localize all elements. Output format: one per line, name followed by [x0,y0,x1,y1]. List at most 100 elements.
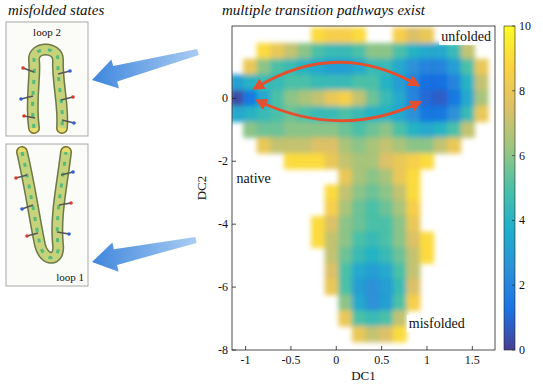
heatmap-cell [325,247,339,263]
heatmap-cell [447,59,461,75]
heatmap-cell [325,279,339,295]
heatmap-cell [420,43,434,59]
side-chain-atom [19,97,23,101]
heatmap-cell [352,185,366,201]
heatmap-cell [433,90,447,106]
inset-frame [6,144,88,286]
heatmap-cell [325,137,339,153]
x-tick-label: -1 [241,353,251,367]
heatmap-cell [365,279,379,295]
heatmap-cell [352,295,366,311]
heatmap-cell [406,232,420,248]
heatmap-cell [393,216,407,232]
heatmap-cell [393,90,407,106]
heatmap-cell [379,263,393,279]
heatmap-cell [379,122,393,138]
colorbar-tick [512,285,515,286]
heatmap-cell [393,310,407,326]
heatmap-cell [365,43,379,59]
heatmap-cell [352,216,366,232]
pathway-arrow [259,101,418,120]
heatmap-cell [379,279,393,295]
x-tick-label: 1 [424,353,430,367]
side-chain-atom [25,234,29,238]
heatmap-cell [338,122,352,138]
heatmap-cell [338,153,352,169]
colorbar [504,26,515,350]
y-tick [232,287,236,288]
heatmap-cell [325,43,339,59]
inset-title: misfolded states [8,2,104,18]
heatmap-cell [365,326,379,342]
heatmap-cell [461,74,475,90]
heatmap-cell [393,153,407,169]
heatmap-cell [365,295,379,311]
heatmap-cell [474,106,488,122]
heatmap-cell [325,153,339,169]
heatmap-cell [420,74,434,90]
side-chain-atom [68,69,72,73]
heatmap-cell [311,216,325,232]
heatmap-cell [270,43,284,59]
x-tick-label: 0 [333,353,339,367]
heatmap-cell [365,247,379,263]
heatmap-cell [284,90,298,106]
heatmap-cell [365,122,379,138]
heatmap-cell [393,122,407,138]
side-chain-atom [71,95,75,99]
heatmap-cell [420,247,434,263]
heatmap-cell [379,326,393,342]
heatmap-cell [232,74,244,90]
heatmap-cell [257,59,271,75]
heatmap-cell [270,137,284,153]
heatmap-cell [406,200,420,216]
heatmap-cell [447,43,461,59]
heatmap-cell [311,59,325,75]
heatmap-cell [311,153,325,169]
colorbar-tick-label: 4 [519,213,525,227]
heatmap-cell [352,232,366,248]
y-tick-label: -2 [218,154,228,168]
side-chain-atom [72,121,76,125]
heatmap-cell [379,74,393,90]
side-chain-atom [22,114,26,118]
heatmap-cell [406,263,420,279]
ribbon [33,50,63,129]
inset-label: loop 2 [33,26,61,38]
heatmap-cell [406,279,420,295]
heatmap-cell [420,106,434,122]
heatmap-cell [420,122,434,138]
heatmap-cell [365,200,379,216]
heatmap-cell [284,74,298,90]
x-axis-title: DC1 [351,368,376,383]
heatmap-cell [406,216,420,232]
heatmap-cell [461,43,475,59]
heatmap-cell [352,310,366,326]
heatmap-cell [406,137,420,153]
inset-frame [6,22,88,136]
side-chain [21,96,33,99]
heatmap-cell [325,27,339,43]
heatmap-cell [352,74,366,90]
heatmap-cell [284,122,298,138]
heatmap-cell [243,74,257,90]
x-tick-label: -0.5 [281,353,300,367]
heatmap-cell [433,122,447,138]
heatmap-cell [461,106,475,122]
heatmap-cell [338,279,352,295]
heatmap-cell [257,43,271,59]
heatmap-cell [311,74,325,90]
heatmap-cell [297,122,311,138]
label-patch [439,28,493,45]
heatmap-cell [243,59,257,75]
heatmap-cell [325,200,339,216]
heatmap-cell [270,90,284,106]
heatmap-cell [311,232,325,248]
heatmap-cell [379,90,393,106]
heatmap-cell [365,263,379,279]
y-tick-label: -8 [218,343,228,357]
heatmap-cell [420,137,434,153]
heatmap-cell [352,122,366,138]
heatmap-cell [338,43,352,59]
heatmap-cell [447,106,461,122]
